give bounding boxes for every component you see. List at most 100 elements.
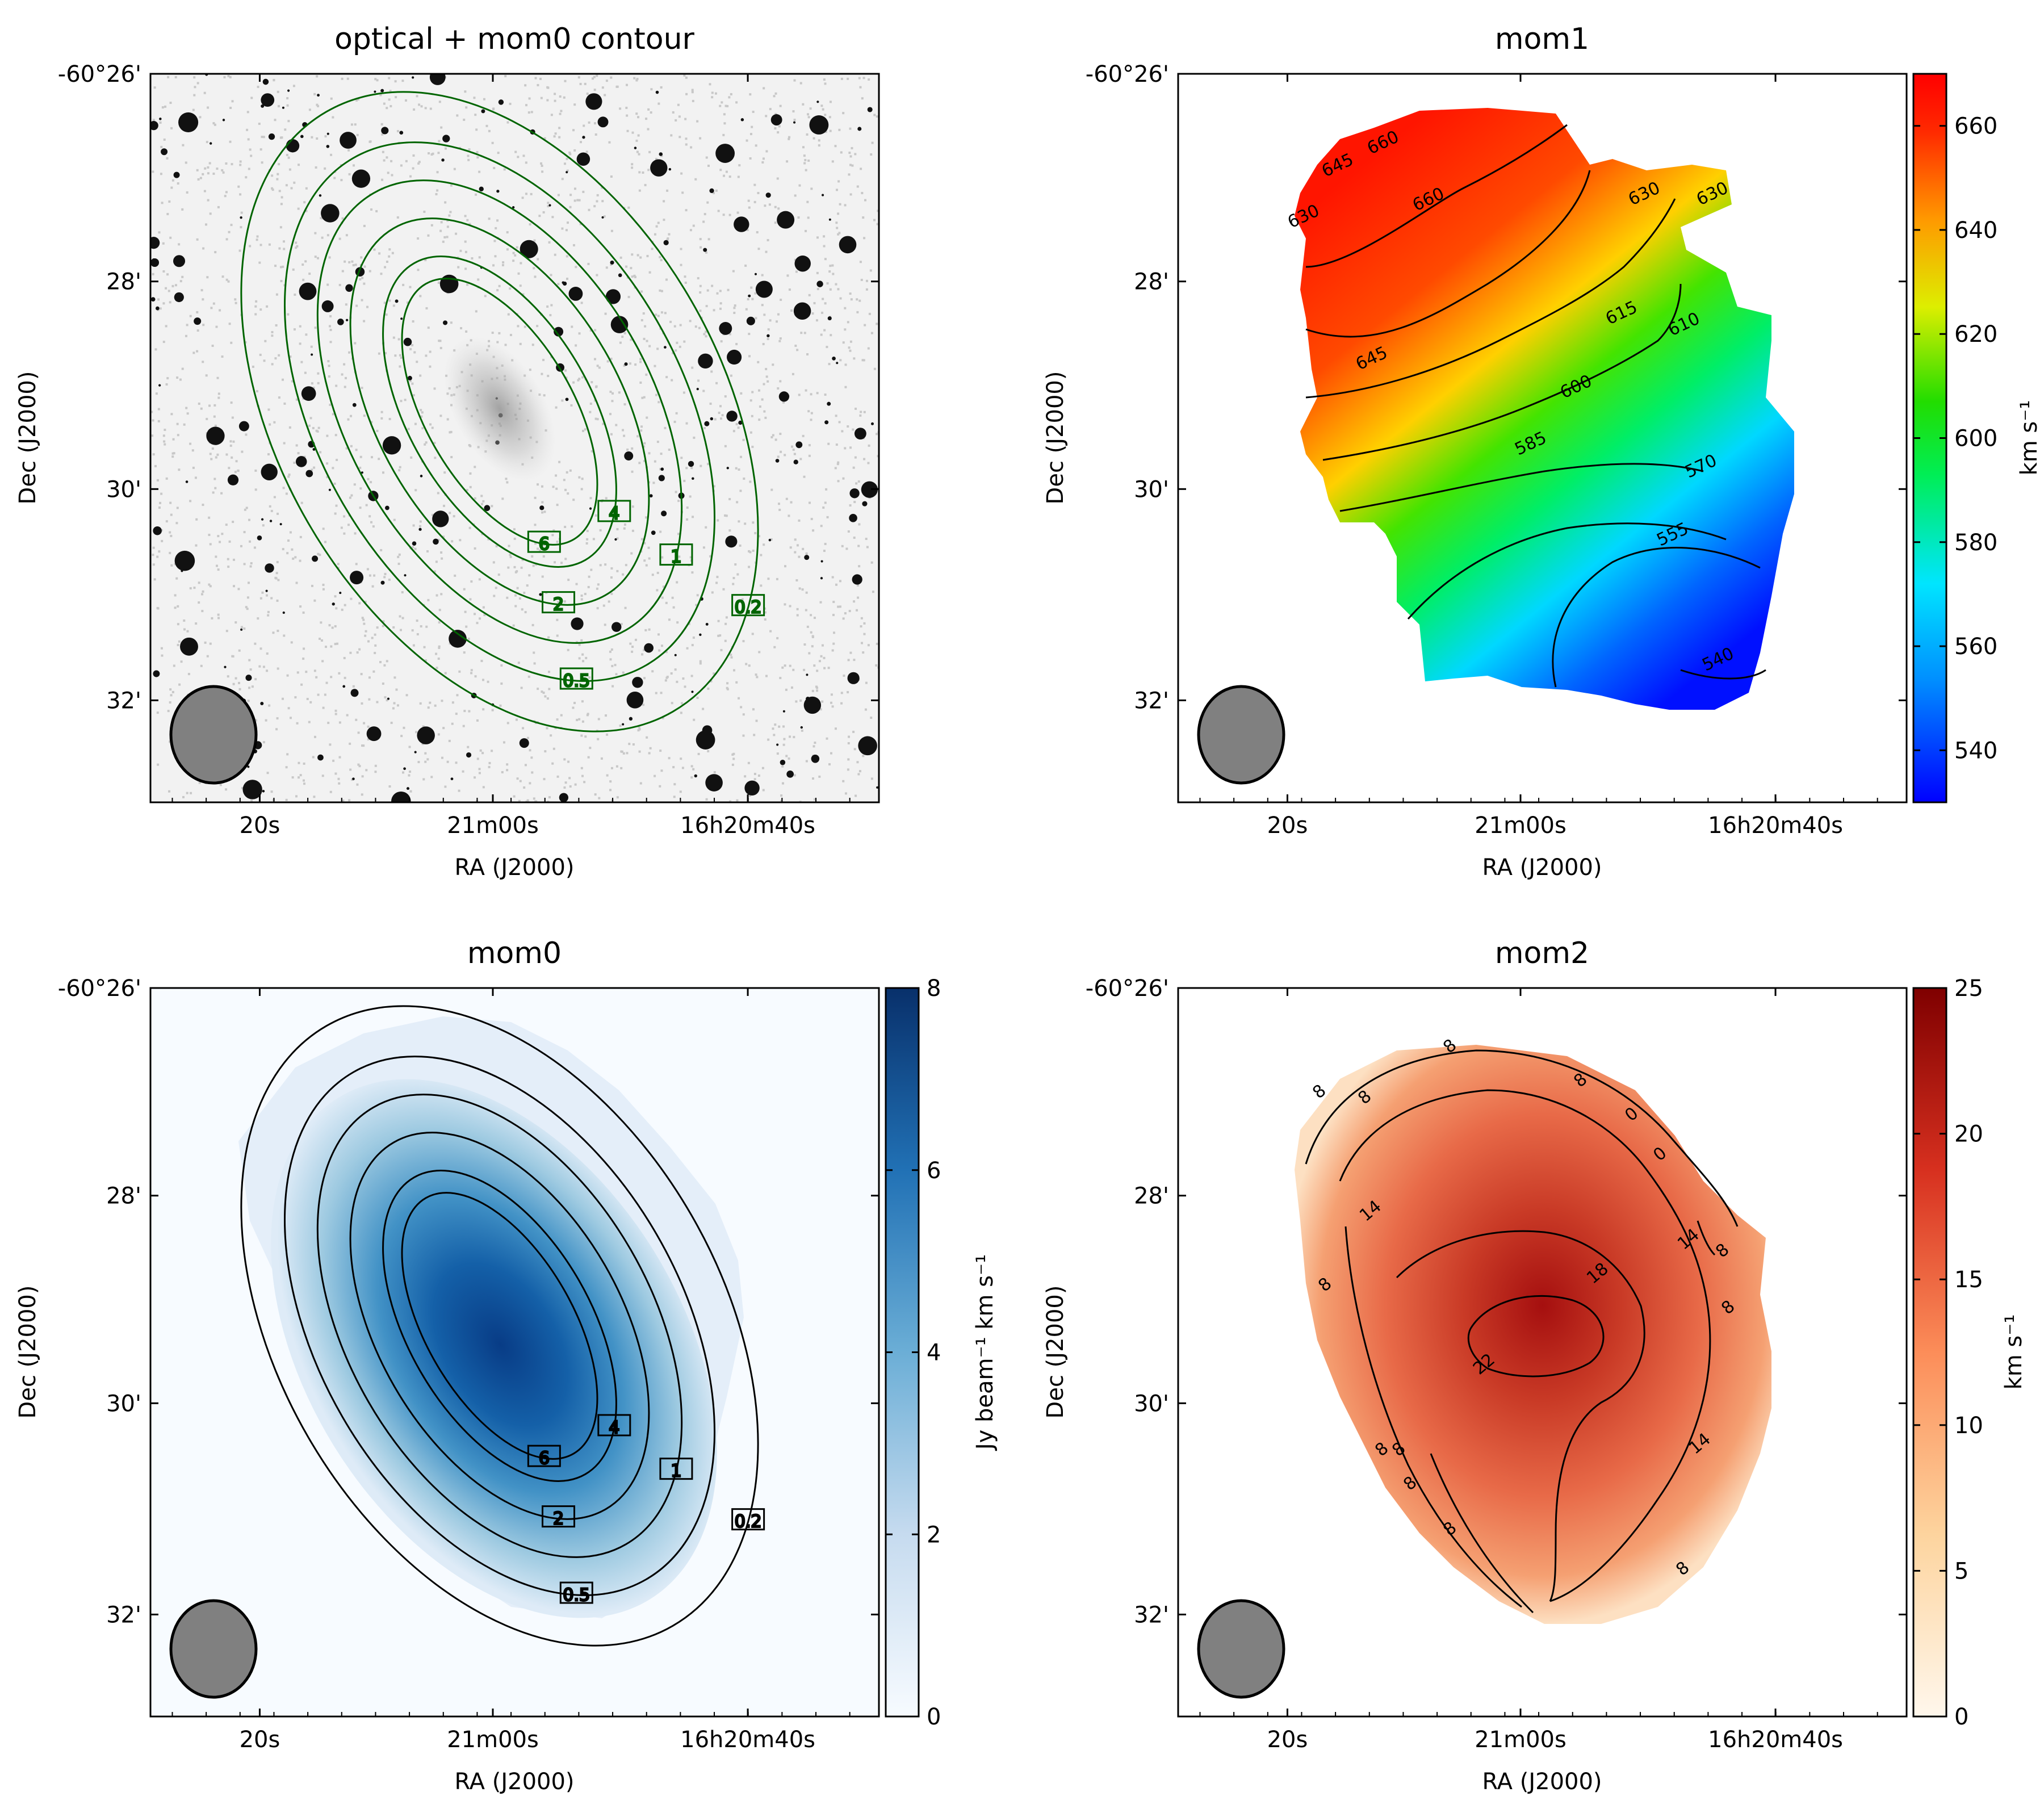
noise-pixel — [297, 452, 300, 455]
noise-pixel — [224, 195, 227, 198]
noise-pixel — [749, 399, 752, 402]
noise-pixel — [763, 410, 766, 413]
colorbar-tick-label: 620 — [1954, 321, 1997, 348]
noise-pixel — [303, 779, 305, 782]
noise-pixel — [762, 342, 765, 345]
noise-pixel — [467, 158, 470, 161]
noise-pixel — [842, 617, 845, 620]
noise-pixel — [661, 556, 664, 559]
noise-pixel — [597, 583, 600, 586]
noise-pixel — [183, 423, 186, 426]
noise-pixel — [163, 138, 166, 141]
contour-label-bg — [559, 667, 593, 690]
noise-pixel — [527, 675, 530, 678]
noise-pixel — [373, 248, 376, 251]
noise-pixel — [685, 209, 688, 212]
noise-pixel — [192, 351, 195, 354]
noise-pixel — [769, 108, 772, 111]
noise-pixel — [651, 573, 654, 576]
noise-pixel — [856, 584, 859, 587]
noise-pixel — [699, 291, 702, 294]
noise-pixel — [213, 415, 216, 418]
noise-pixel — [636, 254, 639, 257]
noise-pixel — [152, 546, 155, 549]
noise-pixel — [776, 637, 779, 639]
noise-pixel — [400, 735, 403, 738]
star — [589, 507, 592, 510]
noise-pixel — [411, 344, 414, 346]
contour-label: 2 — [553, 595, 564, 615]
noise-pixel — [560, 110, 563, 112]
noise-pixel — [429, 365, 432, 368]
beam-ellipse — [169, 1599, 258, 1699]
noise-pixel — [474, 497, 476, 500]
noise-pixel — [764, 204, 767, 207]
noise-pixel — [643, 648, 646, 651]
noise-pixel — [186, 191, 189, 194]
noise-pixel — [631, 470, 634, 473]
noise-pixel — [773, 646, 776, 648]
noise-pixel — [638, 153, 640, 156]
noise-pixel — [299, 774, 302, 777]
noise-pixel — [358, 648, 361, 651]
noise-pixel — [847, 742, 850, 744]
y-tick-label: -60°26' — [1086, 61, 1169, 87]
noise-pixel — [325, 681, 328, 684]
noise-pixel — [796, 608, 799, 610]
noise-pixel — [759, 405, 761, 408]
noise-pixel — [202, 504, 204, 506]
noise-pixel — [359, 506, 362, 509]
star — [870, 422, 874, 425]
noise-pixel — [865, 279, 868, 282]
noise-pixel — [563, 479, 566, 482]
star — [705, 774, 723, 792]
noise-pixel — [225, 238, 228, 241]
noise-pixel — [786, 274, 789, 277]
star — [351, 169, 371, 188]
star — [765, 192, 771, 198]
noise-pixel — [610, 229, 613, 232]
star — [161, 148, 168, 156]
noise-pixel — [842, 341, 845, 344]
star — [173, 171, 180, 178]
noise-pixel — [697, 752, 700, 755]
noise-pixel — [716, 292, 719, 295]
noise-pixel — [827, 667, 830, 669]
noise-pixel — [575, 344, 577, 347]
noise-pixel — [746, 228, 749, 231]
noise-pixel — [774, 206, 777, 208]
noise-pixel — [171, 690, 174, 693]
noise-pixel — [259, 353, 262, 356]
noise-pixel — [273, 79, 275, 82]
noise-pixel — [436, 171, 439, 174]
noise-pixel — [733, 669, 736, 672]
noise-pixel — [308, 108, 311, 111]
noise-pixel — [594, 417, 597, 420]
noise-pixel — [719, 405, 722, 408]
noise-pixel — [509, 333, 512, 336]
noise-pixel — [675, 119, 677, 122]
noise-pixel — [823, 550, 826, 552]
noise-pixel — [538, 598, 541, 601]
noise-pixel — [430, 224, 433, 227]
noise-pixel — [755, 673, 757, 676]
noise-pixel — [604, 563, 607, 566]
noise-pixel — [268, 704, 271, 707]
noise-pixel — [435, 594, 438, 597]
noise-pixel — [849, 127, 852, 130]
noise-pixel — [779, 677, 782, 680]
noise-pixel — [785, 755, 788, 757]
noise-pixel — [243, 627, 246, 630]
noise-pixel — [465, 330, 468, 333]
noise-pixel — [767, 577, 770, 580]
noise-pixel — [796, 349, 799, 351]
star — [209, 142, 212, 145]
noise-pixel — [459, 249, 462, 252]
noise-pixel — [560, 562, 563, 564]
noise-pixel — [534, 496, 537, 499]
noise-pixel — [629, 362, 631, 365]
noise-pixel — [328, 256, 331, 259]
noise-pixel — [772, 363, 774, 366]
noise-pixel — [209, 212, 212, 215]
noise-pixel — [699, 660, 702, 663]
